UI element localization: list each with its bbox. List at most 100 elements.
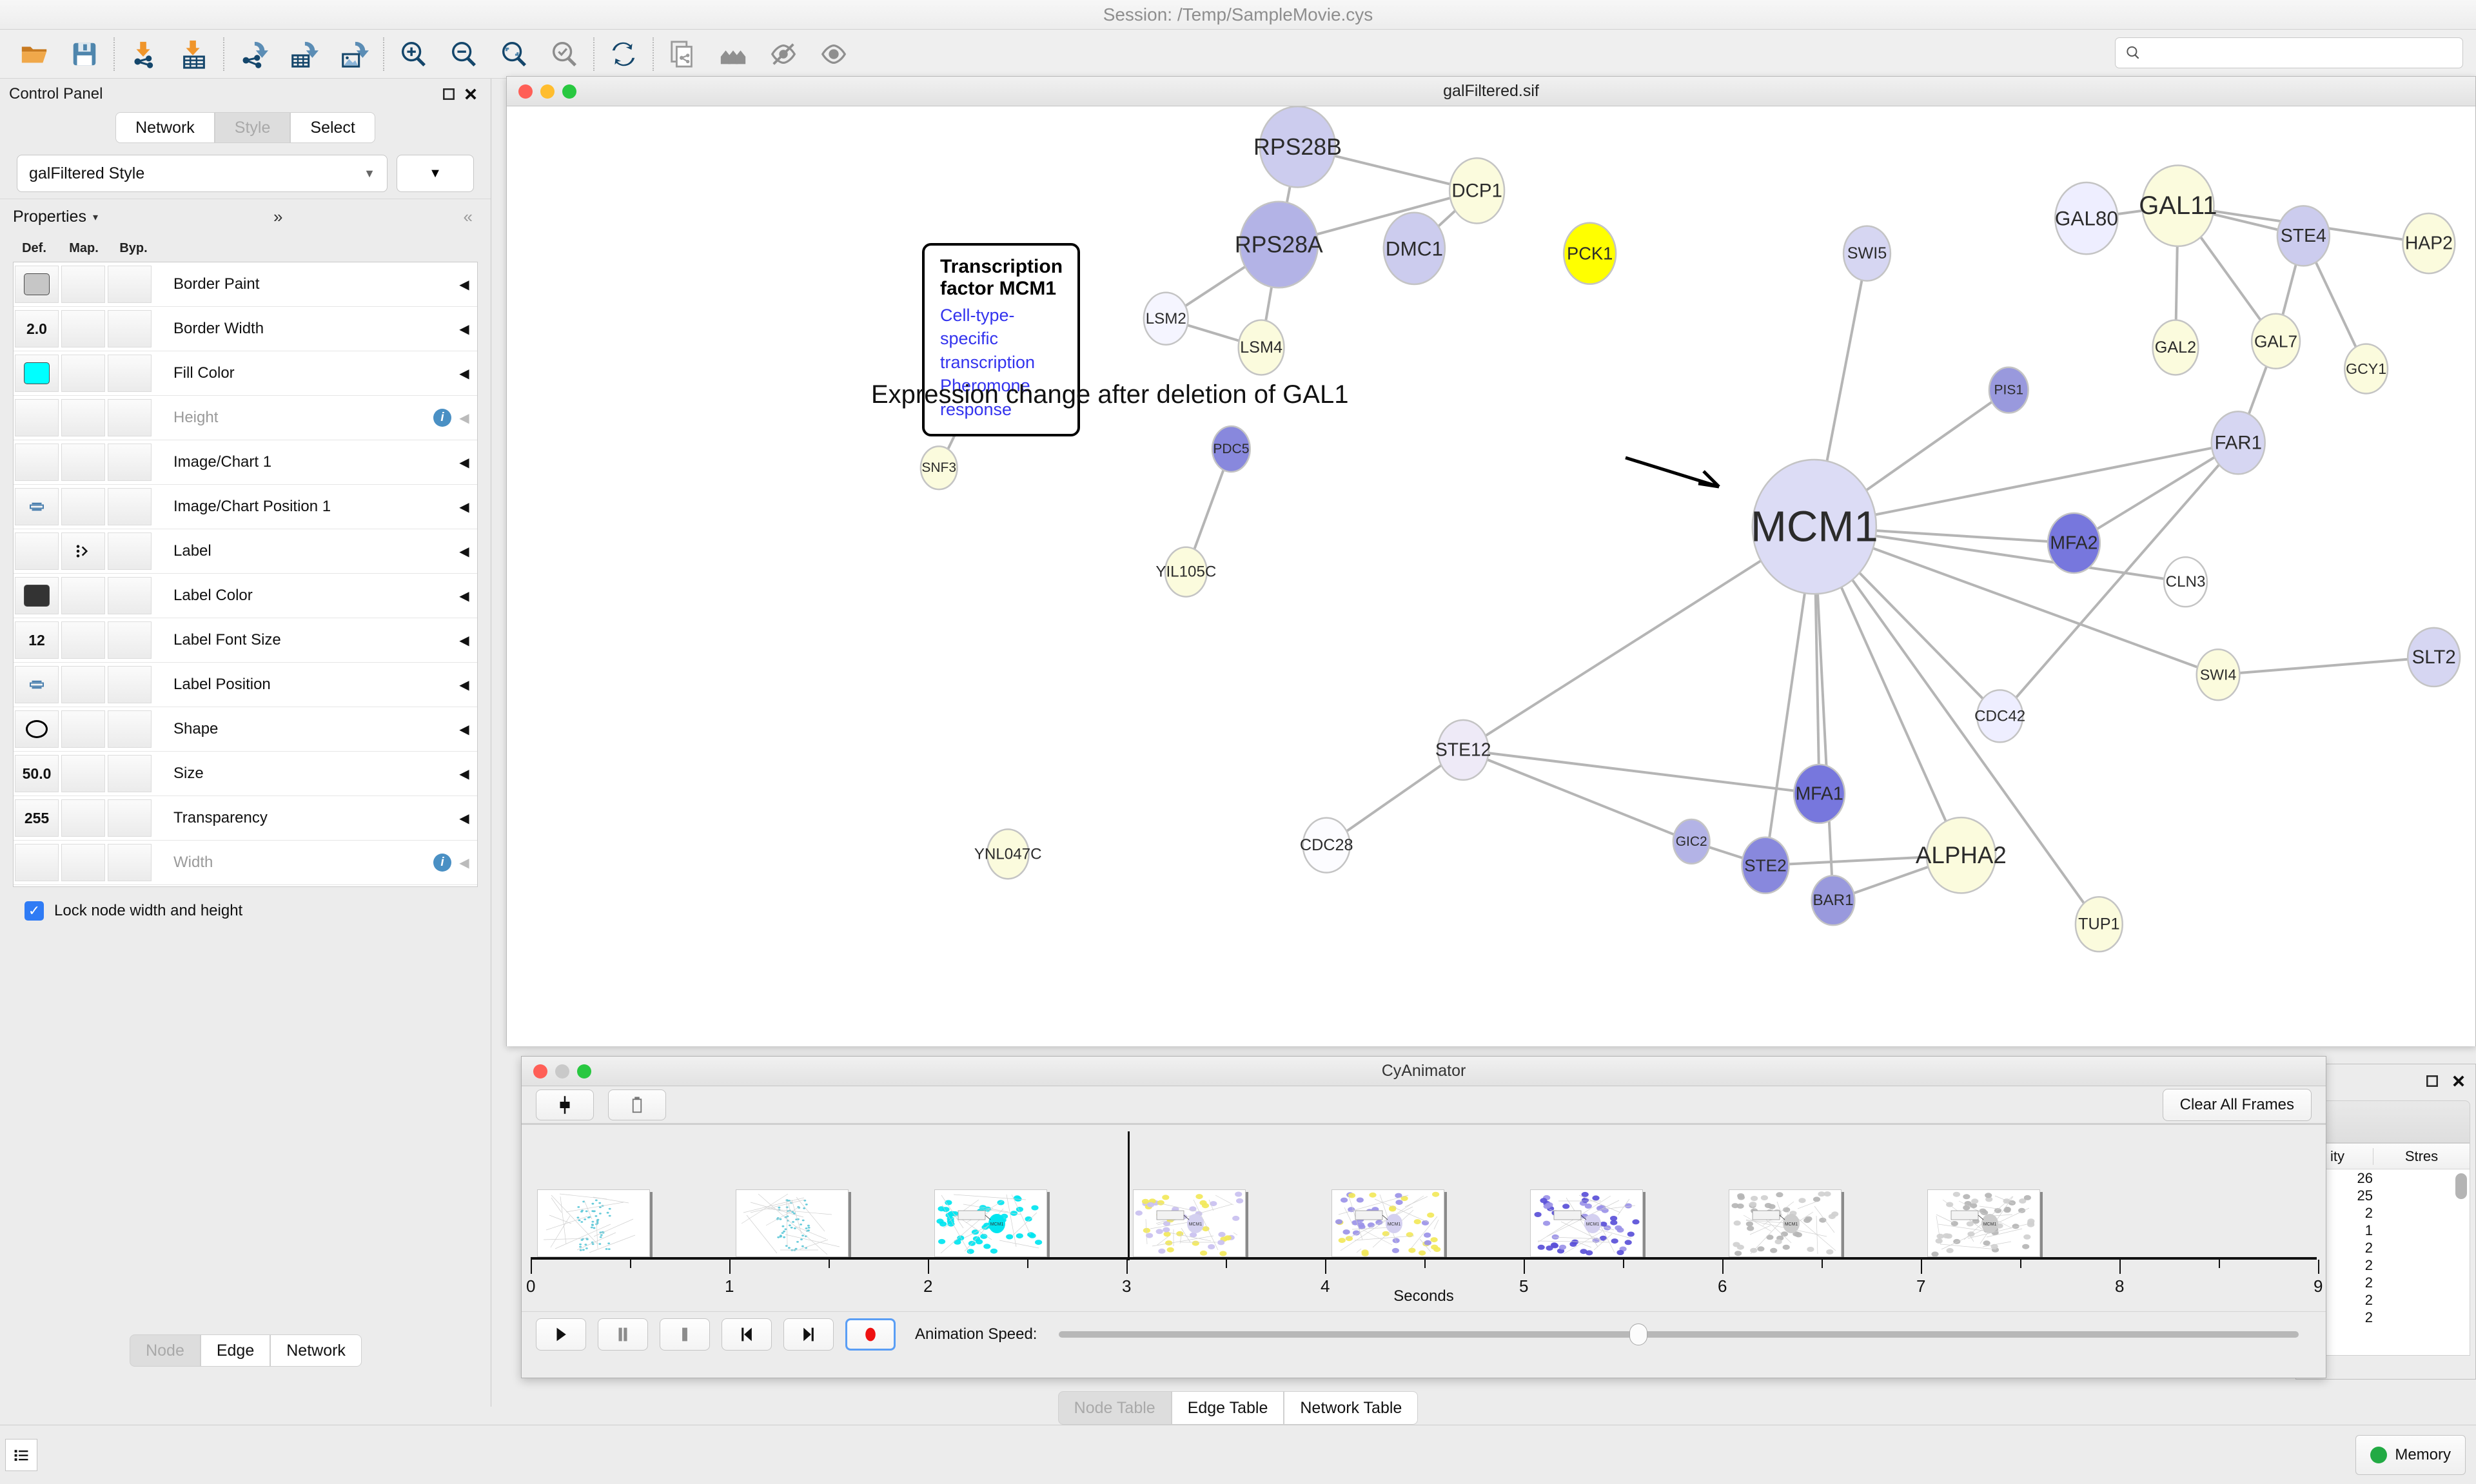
step-back-button[interactable]	[722, 1318, 772, 1351]
tab-network-style[interactable]: Network	[270, 1334, 362, 1367]
slider-knob[interactable]	[1629, 1323, 1647, 1345]
ellipse-shape-icon[interactable]	[26, 720, 48, 738]
property-default-cell[interactable]: 50.0	[15, 755, 59, 792]
property-expand-arrow[interactable]: ◀	[459, 411, 469, 425]
zoom-out-icon[interactable]	[438, 32, 489, 77]
position-icon[interactable]	[28, 500, 45, 513]
property-default-cell[interactable]	[15, 488, 59, 525]
zoom-in-icon[interactable]	[388, 32, 438, 77]
property-row[interactable]: Height i ◀	[14, 396, 477, 440]
graph-node-ynl047c[interactable]: YNL047C	[974, 828, 1042, 880]
delete-frame-button[interactable]	[608, 1089, 666, 1120]
export-table-icon[interactable]	[279, 32, 329, 77]
graph-node-swi5[interactable]: SWI5	[1842, 225, 1892, 282]
graph-node-gal2[interactable]: GAL2	[2152, 319, 2199, 376]
color-swatch[interactable]	[24, 362, 50, 384]
style-select[interactable]: galFiltered Style ▼	[17, 155, 388, 192]
graph-node-swi4[interactable]: SWI4	[2196, 648, 2241, 701]
maximize-window-button[interactable]	[577, 1064, 591, 1079]
property-bypass-cell[interactable]	[108, 355, 152, 392]
property-expand-arrow[interactable]: ◀	[459, 589, 469, 603]
graph-node-cdc42[interactable]: CDC42	[1974, 689, 2025, 743]
property-mapping-cell[interactable]	[61, 666, 105, 703]
tab-node[interactable]: Node	[130, 1334, 201, 1367]
property-bypass-cell[interactable]	[108, 488, 152, 525]
caret-down-icon[interactable]: ▾	[92, 211, 98, 223]
timeline-frame[interactable]	[537, 1189, 650, 1257]
graph-node-tup1[interactable]: TUP1	[2074, 895, 2123, 953]
property-bypass-cell[interactable]	[108, 710, 152, 748]
property-expand-arrow[interactable]: ◀	[459, 855, 469, 870]
graph-node-gcy1[interactable]: GCY1	[2343, 343, 2389, 395]
play-button[interactable]	[536, 1318, 586, 1351]
import-table-icon[interactable]	[169, 32, 219, 77]
network-canvas[interactable]: RPS28B DCP1 RPS28A DMC1 PCK1 SWI5 GAL80 GAL11 ST…	[507, 106, 2475, 1046]
animation-speed-slider[interactable]	[1059, 1322, 2299, 1347]
property-default-cell[interactable]	[15, 266, 59, 303]
maximize-icon[interactable]	[438, 83, 460, 105]
property-mapping-cell[interactable]	[61, 444, 105, 481]
property-mapping-cell[interactable]	[61, 310, 105, 347]
property-row[interactable]: Image/Chart 1 ◀	[14, 440, 477, 485]
timeline-frame[interactable]: MCM1	[934, 1189, 1047, 1257]
close-icon[interactable]	[2451, 1073, 2466, 1092]
table-scrollbar[interactable]	[2455, 1173, 2467, 1199]
property-expand-arrow[interactable]: ◀	[459, 322, 469, 337]
property-default-cell[interactable]	[15, 844, 59, 881]
property-expand-arrow[interactable]: ◀	[459, 678, 469, 692]
graph-node-bar1[interactable]: BAR1	[1811, 875, 1856, 926]
property-bypass-cell[interactable]	[108, 666, 152, 703]
maximize-icon[interactable]	[2425, 1074, 2439, 1091]
table-cell[interactable]: 25	[2357, 1187, 2373, 1204]
timeline-frame[interactable]: MCM1	[1927, 1189, 2040, 1257]
property-expand-arrow[interactable]: ◀	[459, 811, 469, 826]
step-forward-button[interactable]	[783, 1318, 834, 1351]
property-row[interactable]: Fill Color ◀	[14, 351, 477, 396]
graph-node-mcm1[interactable]: MCM1	[1751, 458, 1878, 595]
zoom-fit-icon[interactable]	[489, 32, 539, 77]
zoom-selected-icon[interactable]	[539, 32, 589, 77]
graph-node-cdc28[interactable]: CDC28	[1300, 817, 1353, 874]
new-network-icon[interactable]	[658, 32, 708, 77]
graph-edge[interactable]	[1814, 441, 2239, 529]
graph-node-rps28b[interactable]: RPS28B	[1253, 106, 1342, 188]
table-column-stress[interactable]: Stres	[2373, 1147, 2470, 1165]
timeline[interactable]: MCM1 MCM1 MCM1 MCM1 MCM1 MCM1 0 1 2 3 4 5 6 7 8 9 Seco…	[522, 1125, 2326, 1312]
property-bypass-cell[interactable]	[108, 755, 152, 792]
graph-node-gal11[interactable]: GAL11	[2139, 164, 2217, 248]
search-input[interactable]	[2148, 44, 2451, 61]
memory-status-button[interactable]: Memory	[2355, 1434, 2466, 1475]
graph-node-alpha2[interactable]: ALPHA2	[1916, 816, 2007, 894]
graph-node-slt2[interactable]: SLT2	[2406, 627, 2461, 688]
layout-icon[interactable]	[708, 32, 758, 77]
color-swatch[interactable]	[24, 585, 50, 607]
property-mapping-cell[interactable]	[61, 488, 105, 525]
property-row[interactable]: Width i ◀	[14, 841, 477, 885]
task-list-button[interactable]	[5, 1438, 37, 1471]
property-row[interactable]: 2.0 Border Width ◀	[14, 307, 477, 351]
graph-node-hap2[interactable]: HAP2	[2402, 212, 2456, 275]
property-bypass-cell[interactable]	[108, 532, 152, 570]
property-default-cell[interactable]: 2.0	[15, 310, 59, 347]
property-default-cell[interactable]	[15, 710, 59, 748]
clear-all-frames-button[interactable]: Clear All Frames	[2162, 1088, 2312, 1121]
tab-edge[interactable]: Edge	[200, 1334, 271, 1367]
info-icon[interactable]: i	[433, 854, 451, 872]
graph-node-gal80[interactable]: GAL80	[2054, 181, 2119, 255]
pause-button[interactable]	[598, 1318, 648, 1351]
hide-selected-icon[interactable]	[758, 32, 809, 77]
property-mapping-cell[interactable]	[61, 710, 105, 748]
graph-node-gal7[interactable]: GAL7	[2250, 313, 2301, 370]
timeline-frame[interactable]: MCM1	[1729, 1189, 1842, 1257]
add-frame-button[interactable]	[536, 1089, 594, 1120]
show-all-icon[interactable]	[809, 32, 859, 77]
property-default-cell[interactable]	[15, 444, 59, 481]
property-bypass-cell[interactable]	[108, 844, 152, 881]
property-row[interactable]: Border Paint ◀	[14, 262, 477, 307]
expand-all-icon[interactable]: »	[273, 207, 283, 226]
tab-network[interactable]: Network	[115, 112, 215, 143]
close-icon[interactable]	[460, 83, 482, 105]
maximize-window-button[interactable]	[562, 84, 576, 99]
property-row[interactable]: Label Position ◀	[14, 663, 477, 707]
property-bypass-cell[interactable]	[108, 310, 152, 347]
